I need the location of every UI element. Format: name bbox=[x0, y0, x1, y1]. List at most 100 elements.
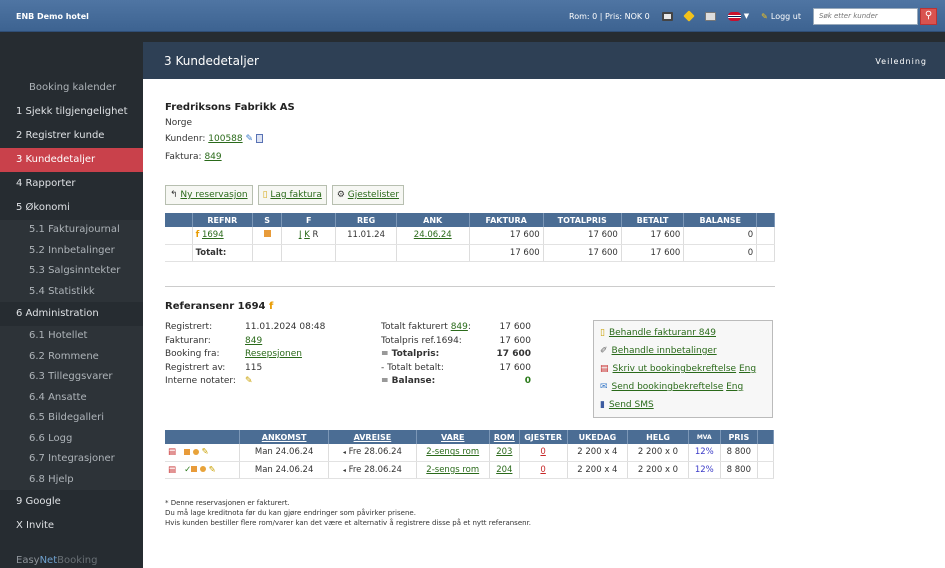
sidebar-item-13[interactable]: 6.3 Tilleggsvarer bbox=[0, 367, 143, 388]
f-link-j[interactable]: J bbox=[299, 230, 302, 241]
refnr-link[interactable]: 1694 bbox=[201, 230, 224, 241]
pdf-icon: ▤ bbox=[600, 364, 609, 374]
pdf-icon[interactable]: ▤ bbox=[168, 464, 177, 475]
english-link[interactable]: Eng bbox=[738, 364, 757, 374]
status-square-icon bbox=[191, 466, 198, 472]
sidebar-item-5[interactable]: 5 Økonomi bbox=[16, 202, 70, 213]
email-icon: ✉ bbox=[600, 382, 608, 392]
search-button[interactable]: ⚲ bbox=[920, 7, 937, 25]
sidebar-item-10[interactable]: 6 Administration bbox=[16, 308, 99, 319]
make-invoice-button[interactable]: ▯ Lag faktura bbox=[257, 185, 327, 205]
sidebar-item-19[interactable]: 9 Google bbox=[16, 496, 61, 507]
reference-link[interactable]: Resepsjonen bbox=[245, 349, 302, 359]
edit-customer-icon[interactable]: ✎ bbox=[245, 134, 254, 144]
customer-invoice-link[interactable]: 849 bbox=[204, 152, 222, 162]
action-item-2[interactable]: ▤ Skriv ut bookingbekreftelse Eng bbox=[600, 364, 757, 374]
sidebar-item-9[interactable]: 5.4 Statistikk bbox=[0, 281, 143, 302]
divider bbox=[165, 286, 775, 287]
reference-detail-row: Booking fra: Resepsjonen bbox=[165, 348, 375, 362]
sidebar-item-18[interactable]: 6.8 Hjelp bbox=[0, 469, 143, 490]
f-r: R bbox=[312, 230, 319, 241]
main-panel: 3 Kundedetaljer Veiledning Fredriksons F… bbox=[143, 42, 945, 568]
sidebar-spacer bbox=[0, 42, 143, 76]
help-link[interactable]: Veiledning bbox=[875, 57, 927, 66]
edit-icon[interactable]: ✎ bbox=[201, 447, 209, 458]
guests-link[interactable]: 0 bbox=[540, 447, 546, 458]
sidebar-item-4[interactable]: 4 Rapporter bbox=[16, 178, 76, 189]
room-price-summary: Rom: 0 | Pris: NOK 0 bbox=[569, 11, 650, 21]
sidebar-item-20[interactable]: X Invite bbox=[16, 520, 55, 531]
gear-icon: ⚙ bbox=[336, 190, 345, 200]
customer-name: Fredriksons Fabrikk AS bbox=[165, 102, 295, 113]
edit-notes-icon[interactable]: ✎ bbox=[245, 376, 253, 386]
english-link[interactable]: Eng bbox=[726, 382, 744, 392]
f-link-k[interactable]: K bbox=[304, 230, 310, 241]
reference-total-row: - Totalt betalt: 17 600 bbox=[381, 362, 531, 373]
status-square-icon bbox=[184, 448, 191, 455]
sidebar-item-17[interactable]: 6.7 Integrasjoner bbox=[0, 449, 143, 470]
sidebar: Booking kalender 1 Sjekk tilgjengelighet 2… bbox=[0, 42, 143, 568]
room-link[interactable]: 204 bbox=[496, 464, 513, 475]
key-icon: ✎ bbox=[761, 11, 768, 21]
item-link[interactable]: 2-sengs rom bbox=[426, 447, 480, 458]
rooms-table: ANKOMST AVREISE VARE ROM GJESTER UKEDAG … bbox=[165, 430, 775, 479]
sort-ankomst[interactable]: ANKOMST bbox=[261, 432, 307, 442]
reference-detail-row: Registrert: 11.01.2024 08:48 bbox=[165, 321, 375, 335]
action-item-1[interactable]: ✐ Behandle innbetalinger bbox=[600, 346, 717, 356]
language-selector[interactable]: ▼ bbox=[727, 11, 749, 21]
circle-icon bbox=[199, 466, 206, 472]
action-item-3[interactable]: ✉ Send bookingbekreftelse Eng bbox=[600, 382, 744, 392]
search-icon: ⚲ bbox=[924, 10, 933, 21]
actions-box: ▯ Behandle fakturanr 849 ✐ Behandle innbeta… bbox=[593, 320, 773, 418]
sidebar-item-1[interactable]: 1 Sjekk tilgjengelighet bbox=[16, 106, 128, 117]
guestlists-button[interactable]: ⚙ Gjestelister bbox=[331, 185, 405, 205]
invoice-link[interactable]: 849 bbox=[450, 322, 468, 332]
reference-details: Registrert: 11.01.2024 08:48 Fakturanr: 849… bbox=[165, 321, 375, 389]
edit-icon[interactable]: ✎ bbox=[208, 464, 216, 475]
tag-icon[interactable] bbox=[683, 10, 695, 22]
top-spacer bbox=[0, 32, 945, 42]
reference-detail-row: Interne notater: ✎ bbox=[165, 375, 375, 389]
arrival-link[interactable]: 24.06.24 bbox=[413, 230, 452, 241]
reference-detail-row: Registrert av: 115 bbox=[165, 362, 375, 376]
room-row[interactable]: ▤ ✎ Man 24.06.24 ◂ Fre 28.06.24 2-sengs rom… bbox=[165, 444, 775, 462]
flag-norway-icon bbox=[727, 11, 741, 21]
sidebar-item-11[interactable]: 6.1 Hotellet bbox=[0, 326, 143, 347]
customer-number-link[interactable]: 100588 bbox=[208, 134, 243, 144]
sort-vare[interactable]: VARE bbox=[440, 432, 465, 442]
sidebar-item-0[interactable]: Booking kalender bbox=[29, 82, 117, 93]
sidebar-item-14[interactable]: 6.4 Ansatte bbox=[0, 387, 143, 408]
sort-rom[interactable]: ROM bbox=[493, 432, 515, 442]
sidebar-item-16[interactable]: 6.6 Logg bbox=[0, 428, 143, 449]
customer-search-input[interactable] bbox=[813, 7, 918, 25]
sort-avreise[interactable]: AVREISE bbox=[353, 432, 392, 442]
sidebar-item-15[interactable]: 6.5 Bildegalleri bbox=[0, 408, 143, 429]
guests-link[interactable]: 0 bbox=[540, 464, 546, 475]
sidebar-item-8[interactable]: 5.3 Salgsinntekter bbox=[0, 261, 143, 282]
top-bar: ENB Demo hotel Rom: 0 | Pris: NOK 0 ▼ ✎ … bbox=[0, 0, 945, 32]
item-link[interactable]: 2-sengs rom bbox=[426, 464, 480, 475]
sidebar-item-3[interactable]: 3 Kundedetaljer bbox=[0, 148, 143, 172]
sidebar-item-2[interactable]: 2 Registrer kunde bbox=[16, 130, 105, 141]
new-reservation-icon: ↰ bbox=[170, 190, 178, 200]
logout-button[interactable]: ✎ Logg ut bbox=[761, 11, 801, 21]
reference-total-row: = Balanse: 0 bbox=[381, 376, 531, 386]
action-item-0[interactable]: ▯ Behandle fakturanr 849 bbox=[600, 328, 716, 338]
customer-number-row: Kundenr: 100588 ✎ bbox=[165, 134, 263, 144]
room-link[interactable]: 203 bbox=[496, 447, 513, 458]
new-reservation-button[interactable]: ↰ Ny reservasjon bbox=[165, 185, 253, 205]
sidebar-item-7[interactable]: 5.2 Innbetalinger bbox=[0, 240, 143, 261]
reference-detail-row: Fakturanr: 849 bbox=[165, 335, 375, 349]
sidebar-item-12[interactable]: 6.2 Rommene bbox=[0, 346, 143, 367]
pdf-icon[interactable]: ▤ bbox=[168, 447, 177, 458]
document-icon[interactable] bbox=[255, 134, 263, 143]
reference-link[interactable]: 849 bbox=[245, 335, 263, 346]
action-item-4[interactable]: ▮ Send SMS bbox=[600, 400, 654, 410]
sidebar-item-6[interactable]: 5.1 Fakturajournal bbox=[0, 220, 143, 241]
room-row[interactable]: ▤ ✓ ✎ Man 24.06.24 ◂ Fre 28.06.24 2-sengs r… bbox=[165, 461, 775, 479]
table-row[interactable]: f 1694 J K R 11.01.24 24.06.24 17 600 17… bbox=[165, 227, 775, 245]
footnotes: * Denne reservasjonen er fakturert. Du m… bbox=[165, 499, 532, 527]
calendar-icon[interactable] bbox=[661, 11, 673, 21]
printer-icon[interactable] bbox=[704, 11, 716, 21]
reference-title: Referansenr 1694 f bbox=[165, 301, 274, 312]
